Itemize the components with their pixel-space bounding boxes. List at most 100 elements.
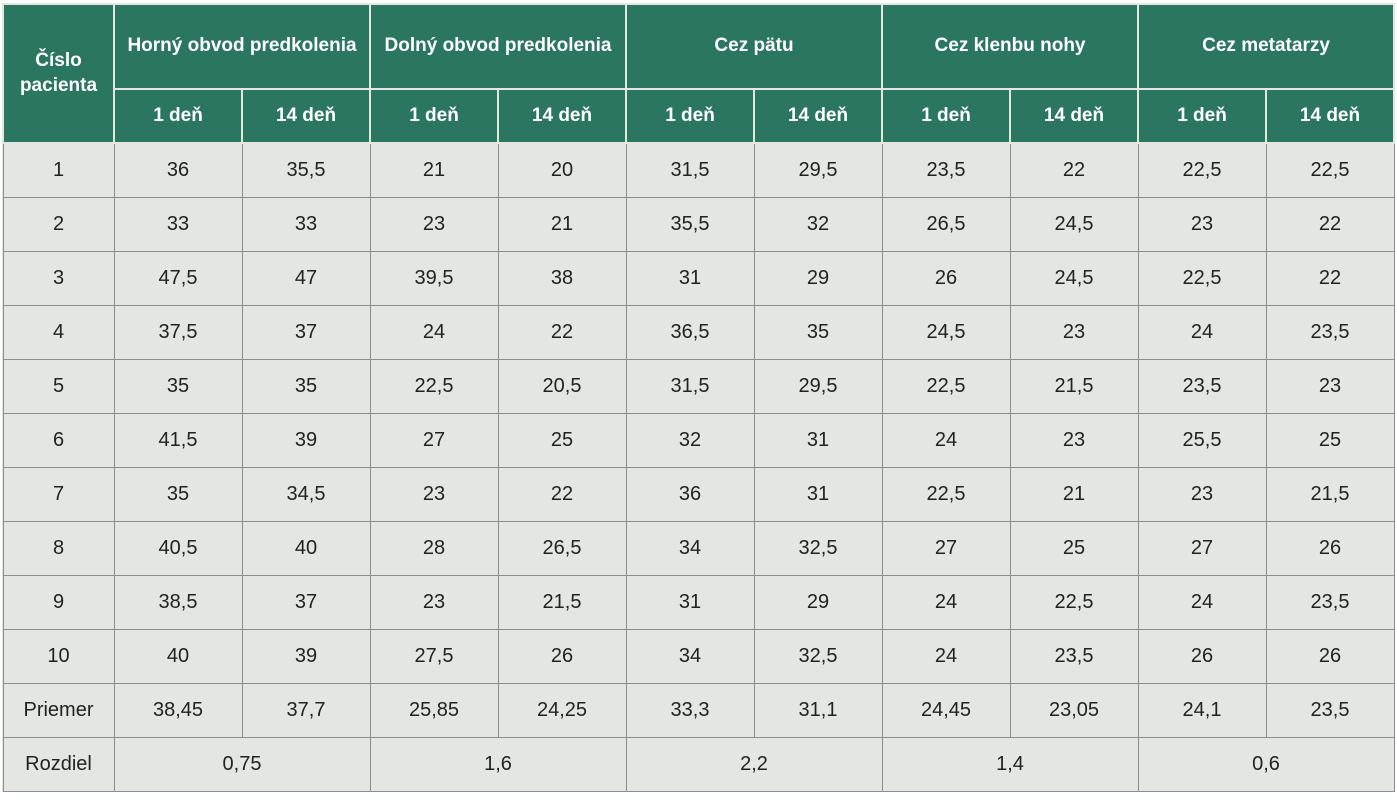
cell: 32 [753, 196, 883, 252]
cell: 29 [753, 250, 883, 306]
cell: 39 [241, 412, 371, 468]
group-header: Cez metatarzy [1137, 3, 1396, 90]
cell: 24,1 [1137, 682, 1267, 738]
cell: 23,5 [881, 142, 1011, 198]
cell: 22 [497, 304, 627, 360]
cell: 39,5 [369, 250, 499, 306]
difference-row: Rozdiel 0,75 1,6 2,2 1,4 0,6 [2, 736, 1395, 792]
subheader: 1 deň [1137, 88, 1268, 144]
cell: 27 [369, 412, 499, 468]
cell: 22,5 [1265, 142, 1395, 198]
cell: 21 [369, 142, 499, 198]
cell: 32 [625, 412, 755, 468]
subheader: 14 deň [1265, 88, 1396, 144]
cell: 31,1 [753, 682, 883, 738]
cell: 47 [241, 250, 371, 306]
cell: 23 [1137, 196, 1267, 252]
average-row: Priemer 38,45 37,7 25,85 24,25 33,3 31,1 24,45 2… [2, 682, 1395, 738]
cell: 33,3 [625, 682, 755, 738]
cell: 22,5 [881, 358, 1011, 414]
cell: 23,5 [1137, 358, 1267, 414]
cell: 38 [497, 250, 627, 306]
cell: 26 [1137, 628, 1267, 684]
cell: 22 [1265, 250, 1395, 306]
cell: 21,5 [1265, 466, 1395, 522]
subheader: 1 deň [625, 88, 756, 144]
subheader: 14 deň [496, 88, 628, 144]
cell: 32,5 [753, 628, 883, 684]
row-label: Rozdiel [2, 736, 115, 792]
data-row: 8 40,5 40 28 26,5 34 32,5 27 25 27 26 [2, 520, 1395, 576]
data-row: 10 40 39 27,5 26 34 32,5 24 23,5 26 26 [2, 628, 1395, 684]
patient-number: 5 [2, 358, 115, 414]
cell: 31,5 [625, 142, 755, 198]
cell: 22,5 [1009, 574, 1139, 630]
cell: 35 [113, 466, 243, 522]
group-header: Cez pätu [625, 3, 884, 90]
cell: 34,5 [241, 466, 371, 522]
cell: 24,5 [881, 304, 1011, 360]
group-header: Horný obvod predkolenia [113, 3, 371, 90]
row-label: Priemer [2, 682, 115, 738]
cell: 31,5 [625, 358, 755, 414]
cell: 33 [113, 196, 243, 252]
cell: 29,5 [753, 358, 883, 414]
cell: 40,5 [113, 520, 243, 576]
cell: 1,4 [881, 736, 1139, 792]
data-row: 9 38,5 37 23 21,5 31 29 24 22,5 24 23,5 [2, 574, 1395, 630]
subheader: 14 deň [241, 88, 371, 144]
cell: 23,5 [1265, 682, 1395, 738]
cell: 27 [881, 520, 1011, 576]
cell: 35 [753, 304, 883, 360]
cell: 23 [1137, 466, 1267, 522]
patient-number: 8 [2, 520, 115, 576]
cell: 24 [881, 628, 1011, 684]
cell: 24,45 [881, 682, 1011, 738]
cell: 26 [497, 628, 627, 684]
cell: 23 [1009, 412, 1139, 468]
cell: 38,5 [113, 574, 243, 630]
data-row: 6 41,5 39 27 25 32 31 24 23 25,5 25 [2, 412, 1395, 468]
data-row: 5 35 35 22,5 20,5 31,5 29,5 22,5 21,5 23,5 23 [2, 358, 1395, 414]
cell: 23 [369, 466, 499, 522]
cell: 23 [369, 196, 499, 252]
cell: 24 [369, 304, 499, 360]
group-header: Dolný obvod predkolenia [368, 3, 628, 90]
cell: 20 [497, 142, 627, 198]
patient-number: 6 [2, 412, 115, 468]
cell: 47,5 [113, 250, 243, 306]
subheader: 1 deň [369, 88, 499, 144]
cell: 26,5 [881, 196, 1011, 252]
subheader-row: 1 deň 14 deň 1 deň 14 deň 1 deň 14 deň 1 deň 14… [3, 88, 1396, 144]
cell: 22,5 [1137, 142, 1267, 198]
patient-number: 4 [2, 304, 115, 360]
cell: 21 [497, 196, 627, 252]
cell: 24 [1137, 574, 1267, 630]
cell: 23 [369, 574, 499, 630]
data-row: 3 47,5 47 39,5 38 31 29 26 24,5 22,5 22 [2, 250, 1395, 306]
cell: 24 [881, 412, 1011, 468]
cell: 37 [241, 574, 371, 630]
cell: 29 [753, 574, 883, 630]
cell: 2,2 [625, 736, 883, 792]
cell: 31 [625, 250, 755, 306]
data-row: 7 35 34,5 23 22 36 31 22,5 21 23 21,5 [2, 466, 1395, 522]
cell: 22,5 [369, 358, 499, 414]
patient-number: 10 [2, 628, 115, 684]
subheader: 14 deň [753, 88, 884, 144]
cell: 25 [1265, 412, 1395, 468]
cell: 36 [625, 466, 755, 522]
patient-number: 2 [2, 196, 115, 252]
cell: 29,5 [753, 142, 883, 198]
data-table: Číslo pacienta Horný obvod predkolenia Dol… [2, 3, 1396, 792]
cell: 35,5 [241, 142, 371, 198]
cell: 24,5 [1009, 250, 1139, 306]
cell: 22,5 [1137, 250, 1267, 306]
cell: 27 [1137, 520, 1267, 576]
data-row: 2 33 33 23 21 35,5 32 26,5 24,5 23 22 [2, 196, 1395, 252]
cell: 35 [241, 358, 371, 414]
header-row: Číslo pacienta Horný obvod predkolenia Dol… [2, 3, 1396, 144]
cell: 0,6 [1137, 736, 1395, 792]
cell: 37 [241, 304, 371, 360]
